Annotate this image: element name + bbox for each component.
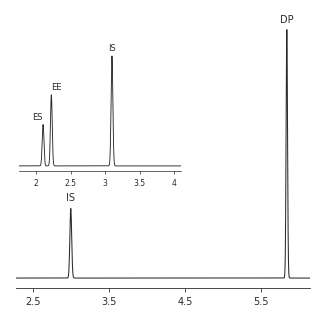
Text: IS: IS — [66, 194, 75, 204]
Text: DP: DP — [280, 14, 294, 25]
